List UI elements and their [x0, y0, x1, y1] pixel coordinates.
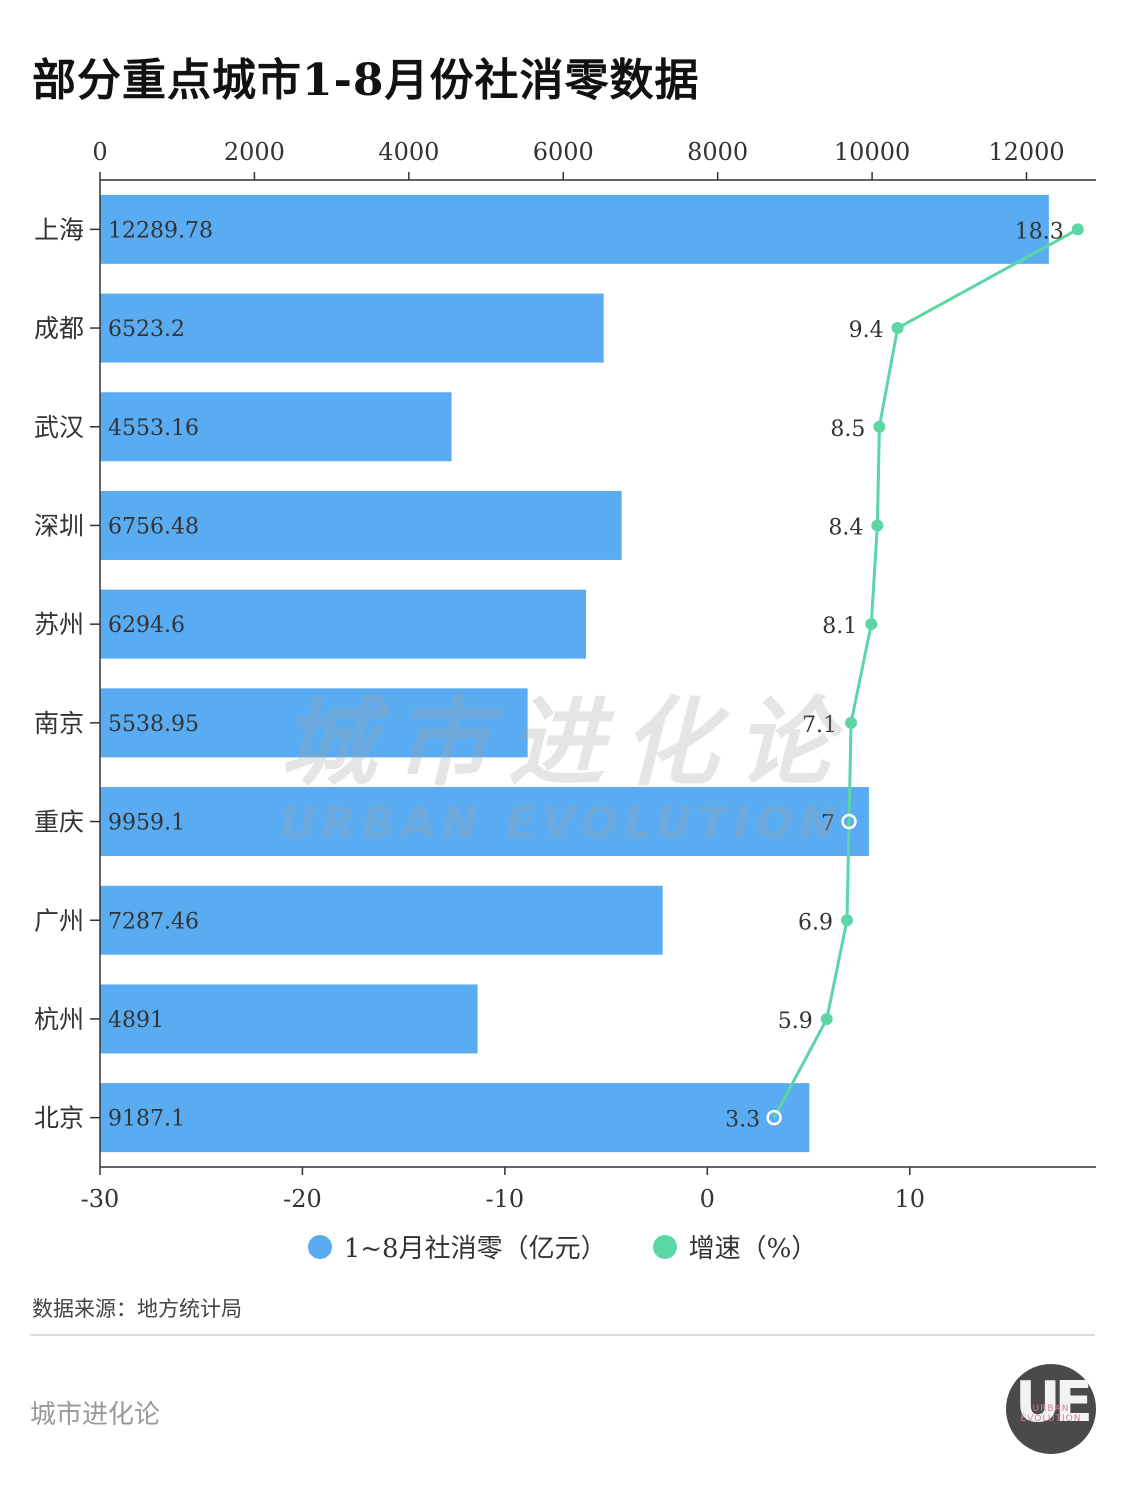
legend-item-growth[interactable]: 增速（%） — [652, 1228, 818, 1265]
bars-layer: 12289.78 6523.2 4553.16 6756.48 6294.6 5538.9… — [100, 194, 1049, 1153]
bottom-axis-tick-label: 10 — [894, 1185, 925, 1213]
category-label: 北京 — [34, 1104, 84, 1133]
growth-value-label: 8.5 — [830, 417, 865, 442]
growth-point — [841, 813, 857, 830]
growth-point — [873, 420, 886, 433]
growth-value-label: 7 — [821, 812, 835, 837]
bar-value-label: 6294.6 — [108, 613, 185, 638]
legend-item-sales[interactable]: 1~8月社消零（亿元） — [307, 1228, 607, 1265]
logo-subtitle: URBAN EVOLUTION — [1020, 1404, 1082, 1424]
bar — [100, 984, 478, 1054]
growth-value-label: 18.3 — [1015, 219, 1064, 244]
category-label: 苏州 — [34, 610, 84, 639]
legend-label-growth: 增速（%） — [688, 1234, 818, 1264]
bottom-axis-tick-label: -30 — [81, 1185, 120, 1213]
legend: 1~8月社消零（亿元） 增速（%） — [0, 1228, 1125, 1265]
bar — [100, 490, 622, 560]
growth-value-label: 3.3 — [725, 1108, 760, 1133]
bar-value-label: 5538.95 — [108, 712, 199, 737]
growth-point — [865, 618, 878, 631]
growth-value-label: 9.4 — [849, 318, 884, 343]
growth-line-layer: 18.3 9.4 8.5 8.4 8.1 7.1 7 6.9 5.9 3.3 — [725, 219, 1084, 1133]
bar — [100, 392, 452, 462]
legend-dot-sales — [307, 1234, 332, 1259]
legend-dot-growth — [652, 1234, 677, 1259]
growth-point — [841, 914, 853, 927]
legend-label-sales: 1~8月社消零（亿元） — [343, 1234, 607, 1264]
bar-value-label: 7287.46 — [108, 909, 199, 934]
divider — [30, 1334, 1095, 1336]
growth-value-label: 8.4 — [828, 515, 863, 540]
growth-point — [820, 1012, 833, 1025]
category-label: 武汉 — [34, 413, 84, 442]
bottom-axis-tick-label: -20 — [283, 1185, 322, 1213]
bar — [100, 688, 528, 758]
brand-logo: UE URBAN EVOLUTION — [1006, 1364, 1096, 1454]
category-label: 成都 — [34, 314, 84, 343]
bar-value-label: 9959.1 — [108, 811, 185, 836]
category-label: 重庆 — [34, 808, 84, 837]
top-axis-tick-label: 10000 — [834, 138, 910, 166]
category-label: 杭州 — [34, 1005, 84, 1034]
top-axis-tick-label: 6000 — [533, 138, 594, 166]
bar-value-label: 4891 — [108, 1008, 164, 1033]
bottom-axis-tick-label: -10 — [486, 1185, 525, 1213]
bar-value-label: 12289.78 — [108, 218, 213, 243]
bar-value-label: 6756.48 — [108, 514, 199, 539]
category-label: 南京 — [34, 709, 84, 738]
growth-point — [766, 1109, 782, 1126]
top-axis-tick-label: 12000 — [988, 138, 1064, 166]
growth-point — [1071, 223, 1084, 236]
bar-value-label: 6523.2 — [108, 317, 185, 342]
top-axis-tick-label: 0 — [92, 138, 107, 166]
bar — [100, 589, 587, 659]
category-label: 深圳 — [34, 511, 84, 540]
growth-value-label: 8.1 — [822, 614, 857, 639]
logo-mark: UE — [1015, 1370, 1093, 1435]
growth-value-label: 7.1 — [802, 713, 837, 738]
top-axis-tick-label: 8000 — [687, 138, 748, 166]
bar-value-label: 9187.1 — [108, 1107, 185, 1132]
growth-line — [772, 228, 1079, 1119]
top-axis-tick-label: 4000 — [378, 138, 439, 166]
bar-value-label: 4553.16 — [108, 416, 199, 441]
growth-point — [871, 519, 884, 532]
chart-svg: 12289.78 6523.2 4553.16 6756.48 6294.6 5538.9… — [34, 138, 1096, 1213]
category-label: 上海 — [34, 215, 84, 244]
data-source: 数据来源：地方统计局 — [32, 1297, 242, 1321]
bar — [100, 787, 869, 857]
growth-point — [891, 322, 904, 335]
growth-value-label: 6.9 — [798, 910, 833, 935]
bar — [100, 885, 663, 955]
bar — [100, 1083, 810, 1153]
growth-point — [845, 716, 858, 729]
category-label: 广州 — [34, 906, 84, 935]
footer-brand: 城市进化论 — [30, 1400, 161, 1430]
top-axis-tick-label: 2000 — [224, 138, 285, 166]
bottom-axis-tick-label: 0 — [700, 1185, 715, 1213]
bar — [100, 194, 1049, 264]
bar — [100, 293, 604, 363]
growth-value-label: 5.9 — [778, 1009, 813, 1034]
chart-title: 部分重点城市1-8月份社消零数据 — [32, 55, 700, 106]
